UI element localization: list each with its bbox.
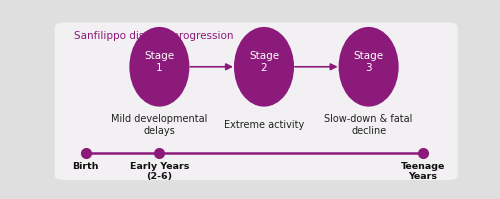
Text: Birth: Birth: [72, 162, 99, 171]
Text: Sanfilippo disease progression: Sanfilippo disease progression: [74, 31, 234, 41]
Ellipse shape: [130, 27, 190, 107]
Text: Early Years
(2-6): Early Years (2-6): [130, 162, 189, 181]
Text: Mild developmental
delays: Mild developmental delays: [111, 114, 208, 136]
Ellipse shape: [338, 27, 398, 107]
Text: Stage
3: Stage 3: [354, 51, 384, 73]
Text: Stage
1: Stage 1: [144, 51, 174, 73]
Text: Extreme activity: Extreme activity: [224, 120, 304, 130]
Text: Slow-down & fatal
decline: Slow-down & fatal decline: [324, 114, 413, 136]
Text: Stage
2: Stage 2: [249, 51, 279, 73]
FancyBboxPatch shape: [55, 22, 458, 180]
Ellipse shape: [234, 27, 294, 107]
Text: Teenage
Years: Teenage Years: [400, 162, 445, 181]
